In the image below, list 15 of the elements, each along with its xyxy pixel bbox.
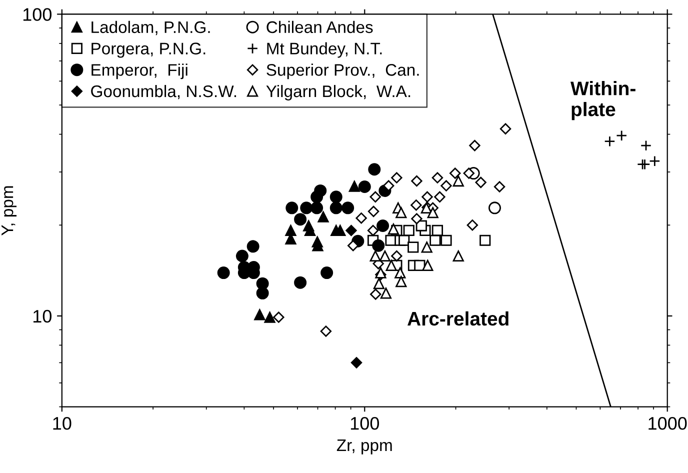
legend-label: Porgera, P.N.G.: [92, 42, 206, 58]
annotation: Within- plate: [570, 81, 636, 120]
legend-label: Chilean Andes: [266, 20, 373, 34]
legend-label: Superior Prov., Can.: [266, 64, 419, 80]
legend-label: Yilgarn Block, W.A.: [266, 84, 410, 101]
legend-label: Emperor, Fiji: [92, 64, 188, 80]
x-tick-label: 100: [350, 416, 379, 430]
x-tick-label: 1000: [648, 416, 687, 430]
x-axis-title: Zr, ppm: [336, 440, 392, 454]
y-axis-title: Y, ppm: [2, 186, 17, 236]
legend-label: Mt Bundey, N.T.: [267, 42, 382, 58]
annotation: Arc-related: [408, 311, 508, 326]
legend-label: Goonumbla, N.S.W.: [91, 84, 236, 100]
x-tick-label: 10: [53, 416, 72, 430]
legend-label: Ladolam, P.N.G.: [92, 20, 210, 36]
